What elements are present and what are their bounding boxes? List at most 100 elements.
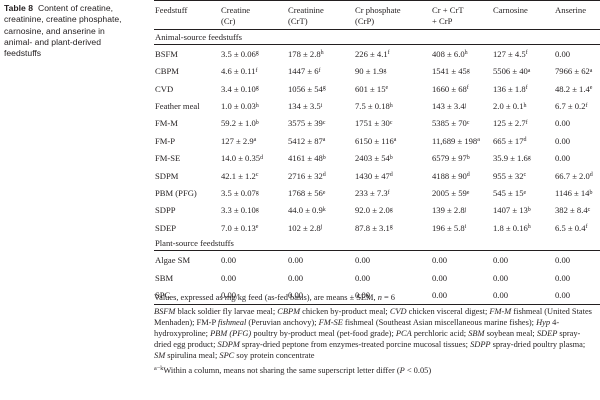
table-header: Feedstuff Creatine (Cr) Creatinine (CrT) Cr p… [154,1,600,29]
value: 1056 ± 54 [288,83,323,94]
value: 0.00 [221,289,237,300]
table-row: Algae SM 0.00 0.00 0.00 0.00 0.00 0.00 [154,251,600,268]
significance-letter: g [389,207,393,213]
significance-letter: d [466,172,470,179]
value: 1430 ± 47 [355,170,390,181]
value: 0.00 [493,255,509,266]
value: 1146 ± 14 [555,188,590,198]
value: 5385 ± 70 [432,118,467,129]
value-cell: 1056 ± 54g [288,84,355,94]
column-header-line: Cr + CrT [432,5,464,15]
feedstuff-name: Feather meal [155,101,200,112]
abbreviation: SBM [468,329,485,339]
abbreviation: SM [154,351,166,361]
value: 0.00 [432,289,448,300]
abbreviation: FM-M [489,307,512,317]
significance-letter: i [320,102,323,109]
value: 143 ± 3.4 [432,101,465,112]
value: 6150 ± 116 [355,135,394,146]
value-cell: 1430 ± 47d [355,171,432,181]
value: 139 ± 2.8 [432,205,465,216]
value-cell: 382 ± 8.4c [555,205,600,215]
value-cell: 4161 ± 48b [288,153,355,163]
value: 127 ± 4.5 [493,48,526,59]
value: 955 ± 32 [493,170,524,181]
value-cell: 143 ± 3.4j [432,101,493,111]
value: 4.6 ± 0.11 [221,66,256,77]
value: 92.0 ± 2.0 [355,205,390,216]
significance-letter: h [523,102,527,109]
value: 1751 ± 30 [355,118,390,129]
value-cell: 233 ± 7.3f [355,188,432,198]
value: 7.5 ± 0.18 [355,101,390,112]
value: 3.5 ± 0.07 [221,188,256,198]
significance-letter: g [527,154,531,161]
significance-letter: f [585,224,588,231]
table-row: Feather meal 1.0 ± 0.03h 134 ± 3.5i 7.5 ± 0… [154,97,600,114]
value-cell: 1660 ± 68f [432,84,493,94]
value-cell: 11,689 ± 198a [432,136,493,146]
feedstuff-name: PBM (PFG) [155,188,197,198]
significance-letter: e [385,85,389,92]
column-header-line: (Cr) [221,15,236,26]
abbreviation-text: 4-hydroxyproline; [154,318,560,339]
value: 44.0 ± 0.9 [288,205,323,216]
top-rule [154,0,600,1]
value: 0.00 [355,289,371,300]
value: 0.00 [432,272,448,283]
value: 5506 ± 40 [493,66,528,77]
value: 196 ± 5.8 [432,222,465,233]
significance-letter: f [387,189,390,196]
table-row: PBM (PFG) 3.5 ± 0.07g 1768 ± 56e 233 ± 7.3f… [154,184,600,201]
significance-letter: a [393,137,397,144]
value-cell: 1751 ± 30c [355,118,432,128]
value: 2403 ± 54 [355,153,390,164]
table-row: CVD 3.4 ± 0.10g 1056 ± 54g 601 ± 15e 1660 ± … [154,80,600,97]
value: 382 ± 8.4 [555,205,588,216]
significance-letter: b [466,154,470,161]
value: 136 ± 1.8 [493,83,526,94]
column-header: Anserine [555,5,600,26]
value-cell: 5506 ± 40a [493,66,555,76]
value-cell: 125 ± 2.7f [493,118,555,128]
significance-letter: e [466,189,470,196]
table-row: SDPM 42.1 ± 1.2c 2716 ± 32d 1430 ± 47d 4188 … [154,167,600,184]
abbreviation: FM-SE [318,318,343,328]
value-cell: 0.00 [288,255,355,265]
value-cell: 3.3 ± 0.10g [221,205,288,215]
significance-letter: h [389,102,393,109]
abbreviation-text: spirulina meal; [165,351,220,361]
value: 3.4 ± 0.10 [221,83,256,94]
value-cell: 5412 ± 87a [288,136,355,146]
significance-letter: g [466,67,470,74]
value-cell: 0.00 [432,273,493,283]
abbreviation-text: black soldier fly larvae meal; [175,307,278,317]
value: 226 ± 4.1 [355,48,388,59]
significance-letter: b [322,154,326,161]
significance-letter: d [260,154,264,161]
significance-letter: j [464,102,467,109]
feedstuff-name: BSFM [155,48,178,59]
significance-letter: k [322,207,326,213]
abbreviation: BSFM [154,307,176,317]
value-cell: 42.1 ± 1.2c [221,171,288,181]
value-cell: 1407 ± 13b [493,205,555,215]
significance-letter: h [255,102,259,109]
significance-letter: b [255,120,259,127]
value: 0.00 [493,272,509,283]
value: 0.00 [355,255,371,266]
value: 601 ± 15 [355,83,386,94]
column-header: Creatinine (CrT) [288,5,355,26]
feedstuff-name: SBM [155,272,174,283]
value-cell: 59.2 ± 1.0b [221,118,288,128]
value: 1447 ± 6 [288,66,319,77]
value-cell: 1.0 ± 0.03h [221,101,288,111]
significance-letter: c [587,207,591,213]
significance-letter: c [523,172,527,179]
value: 0.00 [432,255,448,266]
value: 0.00 [555,48,571,59]
significance-letter: f [318,67,321,74]
significance-letter: f [255,67,258,74]
value-cell: 545 ± 15e [493,188,555,198]
significance-letter: c [466,120,470,127]
